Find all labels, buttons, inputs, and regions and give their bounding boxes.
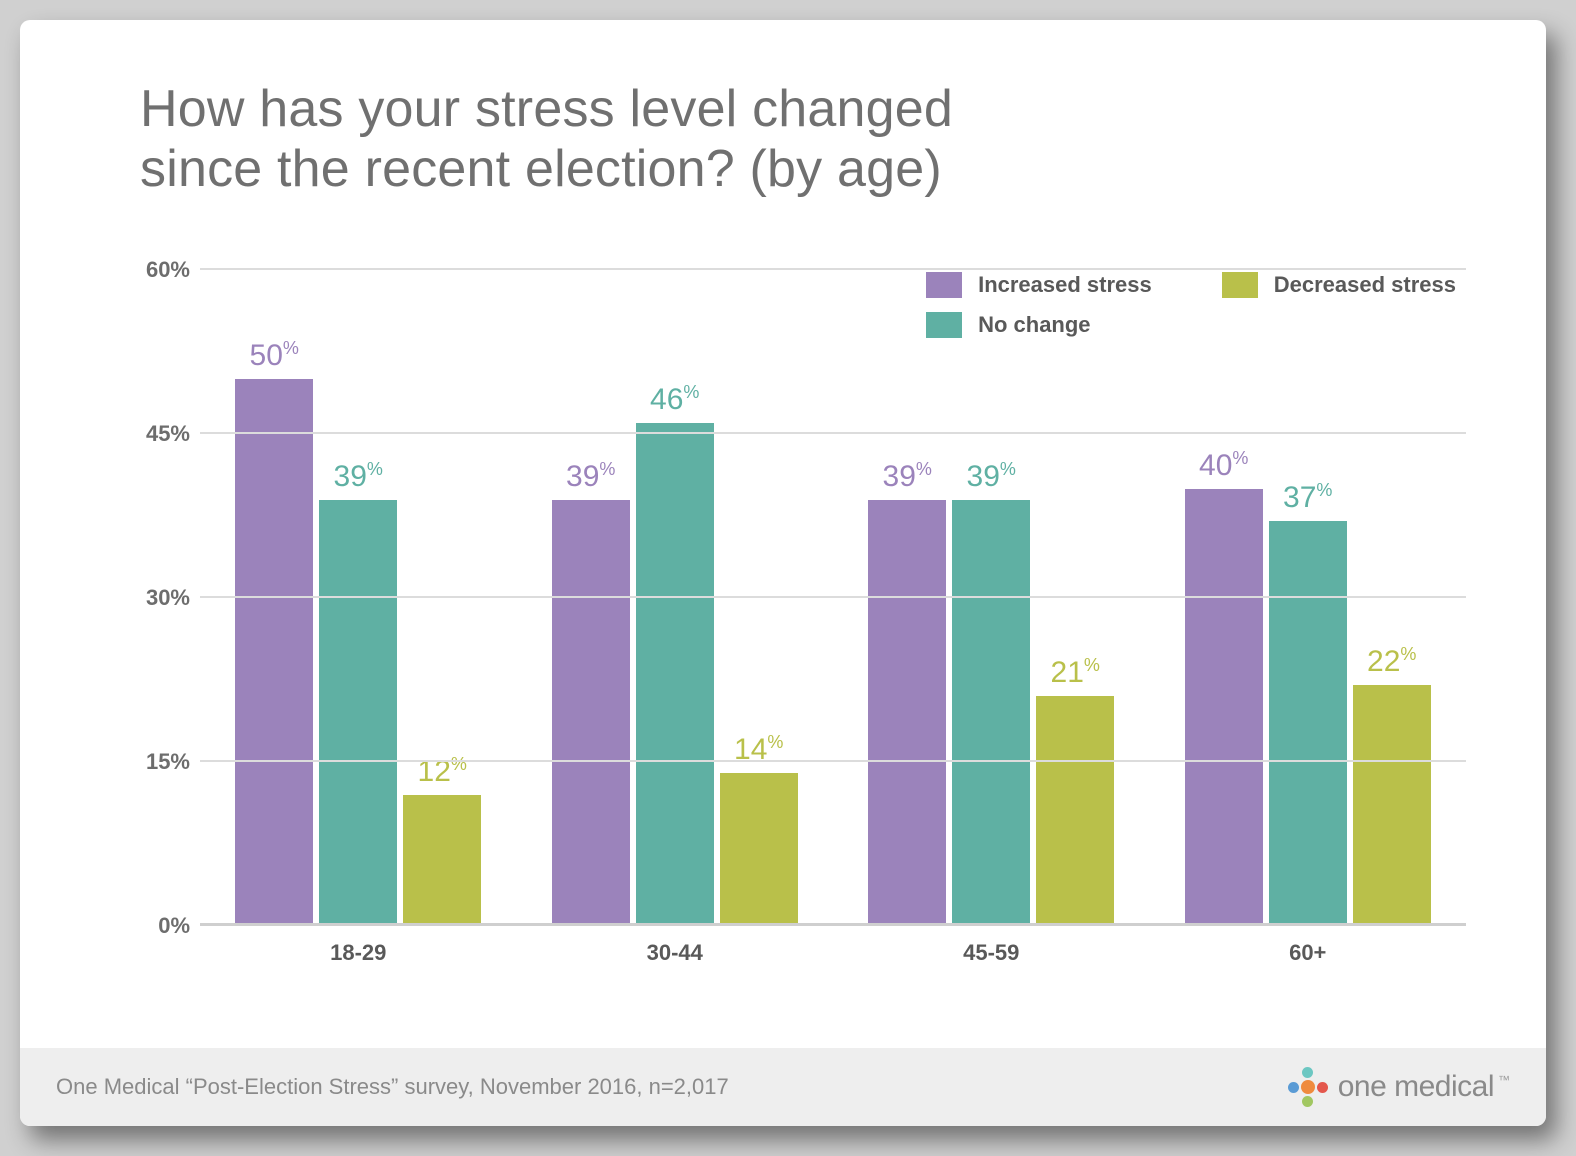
bar-value-label: 50%: [250, 338, 299, 373]
bar-value-label: 39%: [883, 459, 932, 494]
legend-swatch: [926, 312, 962, 338]
bar: 50%: [235, 379, 313, 926]
x-category-label: 45-59: [833, 940, 1150, 966]
x-category-label: 30-44: [517, 940, 834, 966]
bar: 22%: [1353, 685, 1431, 926]
legend-swatch: [1222, 272, 1258, 298]
brand-text: one medical: [1338, 1070, 1494, 1104]
chart-title: How has your stress level changed since …: [140, 80, 953, 200]
bar-value-label: 39%: [334, 459, 383, 494]
brand: one medical ™: [1288, 1067, 1510, 1107]
bar: 12%: [403, 795, 481, 926]
bar-value-label: 39%: [566, 459, 615, 494]
x-category-label: 18-29: [200, 940, 517, 966]
legend-label: Increased stress: [978, 272, 1152, 298]
legend-item: Decreased stress: [1222, 272, 1456, 298]
y-gridline: [200, 760, 1466, 762]
bars: 39%46%14%: [517, 270, 834, 926]
bars: 40%37%22%: [1150, 270, 1467, 926]
bar: 39%: [868, 500, 946, 926]
y-gridline: [200, 268, 1466, 270]
bar-value-label: 40%: [1199, 448, 1248, 483]
bar: 39%: [319, 500, 397, 926]
bar: 39%: [552, 500, 630, 926]
y-gridline: [200, 923, 1466, 926]
bar-group: 50%39%12%18-29: [200, 270, 517, 926]
bar-value-label: 21%: [1051, 655, 1100, 690]
y-tick-label: 60%: [130, 257, 190, 283]
brand-prefix: one: [1338, 1070, 1387, 1103]
bars: 50%39%12%: [200, 270, 517, 926]
y-tick-label: 15%: [130, 749, 190, 775]
legend-label: Decreased stress: [1274, 272, 1456, 298]
footer-text: One Medical “Post-Election Stress” surve…: [56, 1074, 729, 1100]
bar-group: 40%37%22%60+: [1150, 270, 1467, 926]
logo-dot-top: [1302, 1067, 1313, 1078]
brand-tm: ™: [1498, 1073, 1510, 1087]
bar: 39%: [952, 500, 1030, 926]
legend-label: No change: [978, 312, 1090, 338]
bar: 40%: [1185, 489, 1263, 926]
legend-item: Increased stress: [926, 272, 1152, 298]
bar-group: 39%39%21%45-59: [833, 270, 1150, 926]
bar-value-label: 39%: [967, 459, 1016, 494]
bar-group: 39%46%14%30-44: [517, 270, 834, 926]
title-line-2: since the recent election? (by age): [140, 140, 942, 198]
plot-area: 50%39%12%18-2939%46%14%30-4439%39%21%45-…: [140, 270, 1466, 966]
legend-item: No change: [926, 312, 1152, 338]
brand-suffix: medical: [1386, 1070, 1494, 1103]
bar: 46%: [636, 423, 714, 926]
bar-groups: 50%39%12%18-2939%46%14%30-4439%39%21%45-…: [200, 270, 1466, 926]
footer: One Medical “Post-Election Stress” surve…: [20, 1048, 1546, 1126]
legend: Increased stress Decreased stress No chang…: [916, 266, 1466, 344]
logo-dot-left: [1288, 1082, 1299, 1093]
logo-dot-bottom: [1302, 1096, 1313, 1107]
title-line-1: How has your stress level changed: [140, 80, 953, 138]
brand-logo-icon: [1288, 1067, 1328, 1107]
bars: 39%39%21%: [833, 270, 1150, 926]
y-gridline: [200, 596, 1466, 598]
logo-dot-center: [1301, 1080, 1315, 1094]
y-tick-label: 45%: [130, 421, 190, 447]
bar-value-label: 22%: [1367, 644, 1416, 679]
logo-dot-right: [1317, 1082, 1328, 1093]
bar-value-label: 37%: [1283, 480, 1332, 515]
y-gridline: [200, 432, 1466, 434]
bar-value-label: 46%: [650, 382, 699, 417]
bar: 37%: [1269, 521, 1347, 926]
chart-card: How has your stress level changed since …: [20, 20, 1546, 1126]
axis-area: 50%39%12%18-2939%46%14%30-4439%39%21%45-…: [200, 270, 1466, 926]
bar: 14%: [720, 773, 798, 926]
x-category-label: 60+: [1150, 940, 1467, 966]
y-tick-label: 30%: [130, 585, 190, 611]
legend-swatch: [926, 272, 962, 298]
y-tick-label: 0%: [130, 913, 190, 939]
bar: 21%: [1036, 696, 1114, 926]
